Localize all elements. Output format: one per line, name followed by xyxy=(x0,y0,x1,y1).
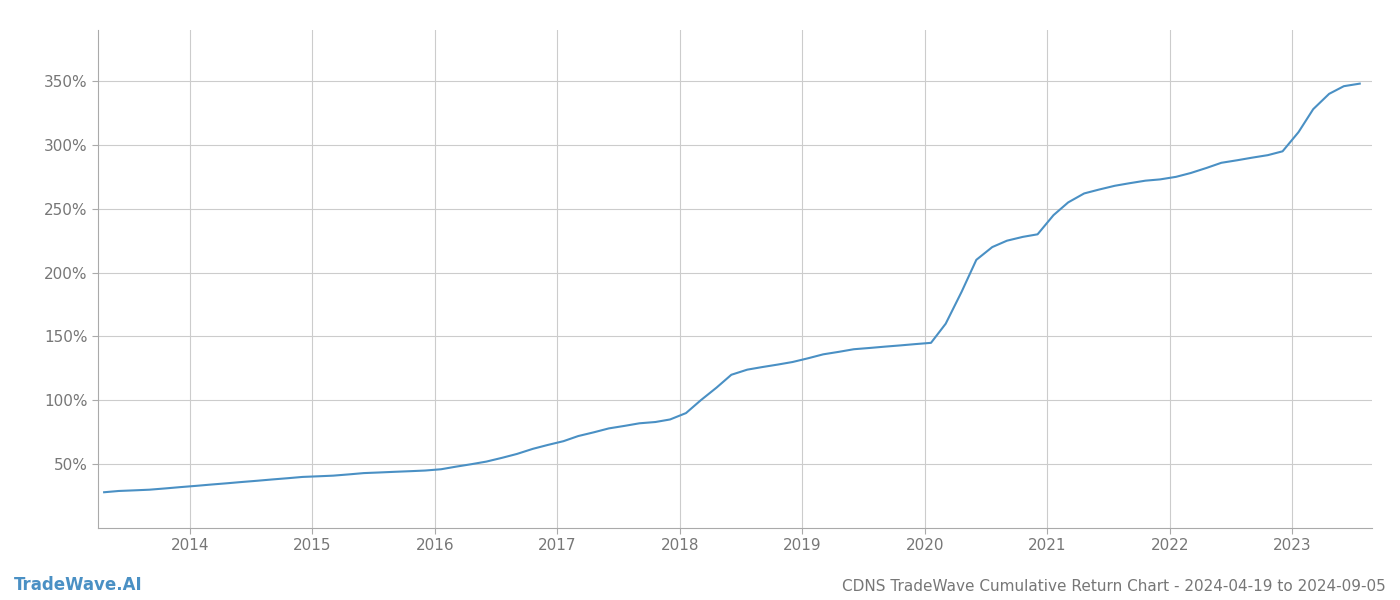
Text: CDNS TradeWave Cumulative Return Chart - 2024-04-19 to 2024-09-05: CDNS TradeWave Cumulative Return Chart -… xyxy=(843,579,1386,594)
Text: TradeWave.AI: TradeWave.AI xyxy=(14,576,143,594)
